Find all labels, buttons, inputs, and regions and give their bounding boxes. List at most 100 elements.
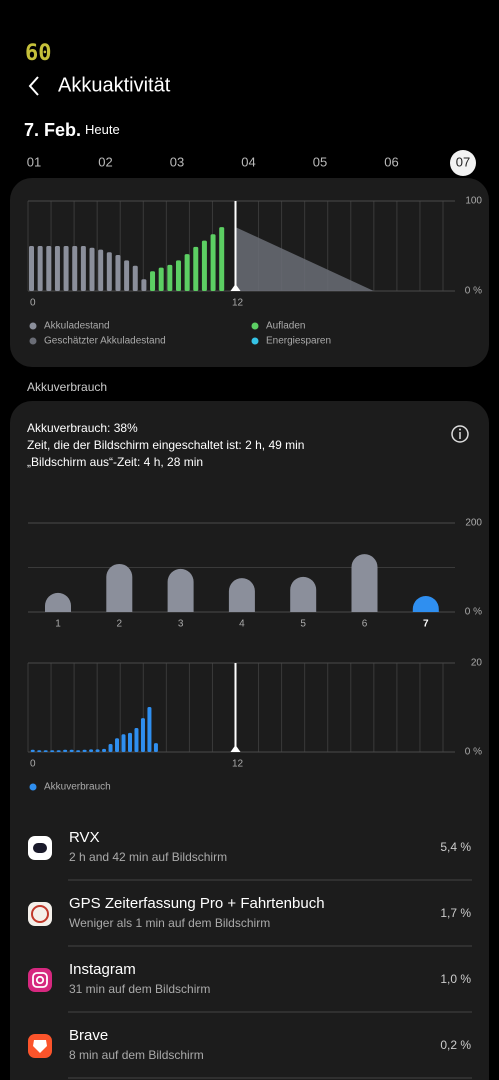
summary-line: Zeit, die der Bildschirm eingeschaltet i… <box>27 438 304 452</box>
x-tick-label: 1 <box>55 619 61 630</box>
x-tick-label: 7 <box>423 619 429 630</box>
day-tab[interactable]: 05 <box>313 154 327 169</box>
x-tick-label: 2 <box>117 619 123 630</box>
bar <box>124 260 130 291</box>
legend-label: Geschätzter Akkuladestand <box>44 336 166 347</box>
bar <box>76 750 81 752</box>
bar <box>140 718 145 752</box>
x-tick-label: 3 <box>178 619 184 630</box>
bar <box>134 727 139 752</box>
legend-label: Akkuverbrauch <box>44 782 111 793</box>
title: Akkuaktivität <box>58 74 171 96</box>
bar <box>29 246 34 291</box>
bar[interactable] <box>228 578 255 612</box>
app-row[interactable]: Instagram 31 min auf dem Bildschirm 1,0 % <box>28 961 472 1013</box>
app-detail: Weniger als 1 min auf dem Bildschirm <box>69 916 270 930</box>
legend-label: Aufladen <box>266 321 305 332</box>
app-percent: 5,4 % <box>440 840 471 854</box>
info-button[interactable] <box>451 425 469 443</box>
app-icon-detail <box>31 905 49 923</box>
bar <box>56 750 61 752</box>
app-detail: 2 h and 42 min auf Bildschirm <box>69 850 227 864</box>
day-tab[interactable]: 03 <box>170 154 184 169</box>
bar[interactable] <box>290 576 317 612</box>
legend-swatch <box>29 337 37 345</box>
usage-card <box>10 401 489 1080</box>
x-tick-label: 6 <box>362 619 368 630</box>
bar <box>175 260 181 291</box>
app-row[interactable]: GPS Zeiterfassung Pro + Fahrtenbuch Wenig… <box>28 895 472 947</box>
bar[interactable] <box>106 563 133 612</box>
bar <box>141 279 147 291</box>
bar <box>50 750 55 752</box>
app-percent: 1,7 % <box>440 906 471 920</box>
x-tick-label: 0 <box>30 298 36 309</box>
day-tab[interactable]: 04 <box>241 154 255 169</box>
bar <box>46 246 52 291</box>
legend-swatch <box>251 322 259 330</box>
bar <box>106 252 112 291</box>
app-icon <box>28 968 52 992</box>
y-tick-label: 20 <box>471 658 483 669</box>
app-icon-detail <box>35 975 45 985</box>
bar <box>147 707 152 752</box>
legend-swatch <box>29 322 37 330</box>
bar[interactable] <box>351 554 378 612</box>
bar <box>54 246 60 291</box>
y-tick-label: 100 <box>465 196 482 207</box>
app-icon-detail <box>33 843 47 853</box>
day-tab[interactable]: 06 <box>384 154 398 169</box>
bar <box>127 732 132 752</box>
bar[interactable] <box>45 592 71 612</box>
day-tab[interactable]: 02 <box>98 154 112 169</box>
now-marker <box>230 745 241 752</box>
bar <box>108 743 113 752</box>
hourly-chart: 0 % 20 0 12 Akkuverbrauch <box>27 658 483 793</box>
day-tab[interactable]: 01 <box>27 154 41 169</box>
bar <box>150 271 156 291</box>
bar <box>69 749 74 752</box>
bar <box>43 750 48 752</box>
y-tick-label: 200 <box>465 518 482 529</box>
legend-label: Akkuladestand <box>44 321 110 332</box>
bar <box>102 748 107 752</box>
y-tick-label: 0 % <box>465 286 482 297</box>
day-tab[interactable]: 07 <box>456 154 470 169</box>
bar <box>201 240 207 291</box>
bar <box>37 750 42 752</box>
battery-chart: 0 % 100 0 12 Akkuladestand Aufladen Geschätzte… <box>27 196 482 347</box>
app-detail: 31 min auf dem Bildschirm <box>69 982 210 996</box>
bar <box>121 734 126 752</box>
back-button[interactable] <box>28 76 39 96</box>
bar[interactable] <box>412 595 439 612</box>
app-percent: 0,2 % <box>440 1038 471 1052</box>
bar <box>80 246 86 291</box>
app-icon-detail <box>33 1040 47 1053</box>
app-name: GPS Zeiterfassung Pro + Fahrtenbuch <box>69 895 325 912</box>
app-percent: 1,0 % <box>440 972 471 986</box>
y-tick-label: 0 % <box>465 607 482 618</box>
bar <box>95 749 100 752</box>
day-tabs: 01 02 03 04 05 06 07 <box>27 150 476 176</box>
bar <box>115 738 120 752</box>
legend-label: Energiesparen <box>266 336 331 347</box>
estimate-area <box>235 227 374 291</box>
app-name: Instagram <box>69 961 136 978</box>
app-name: RVX <box>69 829 100 846</box>
app-list: RVX 2 h and 42 min auf Bildschirm 5,4 % GPS… <box>28 829 472 1079</box>
bar <box>219 227 225 291</box>
date-day: 7. Feb. <box>24 120 81 140</box>
weekly-chart: 0 % 200 1 2 3 4 5 6 7 <box>28 518 482 630</box>
app-row[interactable]: RVX 2 h and 42 min auf Bildschirm 5,4 % <box>28 829 472 881</box>
app-icon-detail <box>32 972 48 988</box>
bar <box>30 749 35 752</box>
section-label: Akkuverbrauch <box>27 380 107 394</box>
bar[interactable] <box>167 568 194 612</box>
bar <box>37 246 43 291</box>
bar <box>167 264 173 291</box>
app-row[interactable]: Brave 8 min auf dem Bildschirm 0,2 % <box>28 1027 472 1079</box>
app-name: Brave <box>69 1027 108 1044</box>
bar <box>89 247 95 291</box>
